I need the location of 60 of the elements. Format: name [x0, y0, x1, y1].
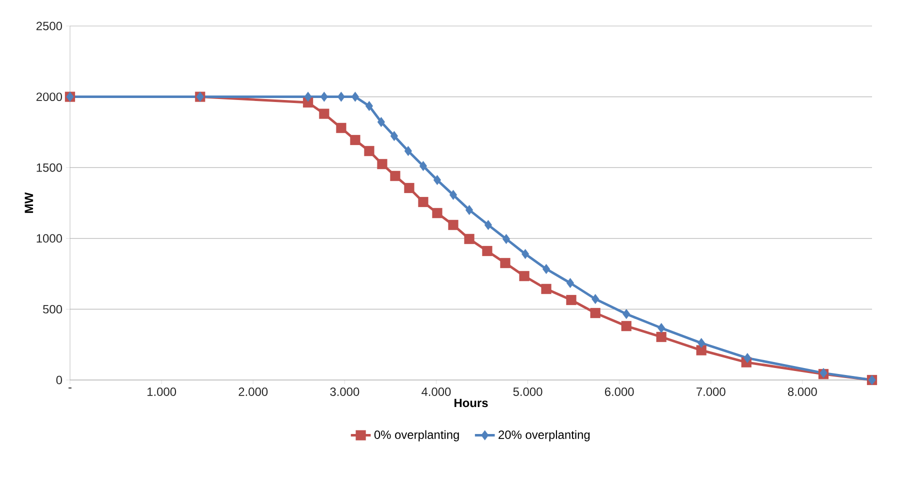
y-tick-label: 1500 — [36, 163, 62, 172]
y-axis-title: MW — [24, 192, 34, 213]
point — [432, 208, 442, 218]
point — [566, 294, 576, 306]
point — [484, 220, 492, 230]
point — [744, 352, 752, 364]
point — [590, 308, 600, 318]
x-axis-title: Hours — [454, 398, 488, 408]
point — [351, 92, 359, 102]
point — [448, 220, 458, 230]
point — [404, 146, 412, 156]
point — [377, 159, 388, 170]
x-tick-label: 8.000 — [788, 388, 817, 396]
y-tick-label: 500 — [43, 304, 62, 314]
legend-label: 0% overplanting — [374, 430, 459, 442]
point — [500, 258, 510, 268]
y-tick-label: 0 — [56, 376, 62, 384]
point — [319, 108, 330, 119]
point — [365, 100, 374, 112]
point — [566, 278, 574, 288]
point — [449, 190, 458, 200]
x-tick-label: 4.000 — [422, 388, 451, 396]
point — [337, 92, 345, 102]
point — [541, 284, 552, 294]
point — [464, 234, 474, 244]
point — [350, 134, 360, 146]
point — [502, 234, 510, 244]
x-tick-label: 1.000 — [148, 388, 176, 396]
point — [482, 246, 492, 256]
x-tick-label: 7.000 — [696, 388, 726, 396]
point — [656, 332, 666, 342]
y-tick-label: 1000 — [36, 234, 62, 243]
point — [364, 146, 374, 156]
point — [696, 345, 706, 356]
point — [542, 264, 550, 274]
x-tick-label: 3.000 — [330, 388, 360, 396]
point — [418, 196, 428, 208]
point — [521, 248, 530, 260]
y-tick-label: 2000 — [36, 92, 62, 102]
y-tick-label: 2500 — [36, 22, 62, 30]
point — [622, 308, 630, 320]
point — [465, 204, 474, 215]
point — [658, 322, 666, 334]
point — [390, 130, 398, 142]
x-tick-label: 6.000 — [604, 388, 634, 396]
legend-label: 20% overplanting — [498, 430, 590, 442]
point — [592, 294, 600, 304]
point — [698, 338, 706, 348]
x-tick-label: 5.000 — [513, 388, 542, 396]
point — [336, 122, 346, 134]
point — [377, 116, 385, 128]
point — [304, 92, 312, 102]
point — [390, 170, 400, 182]
point — [404, 182, 414, 194]
point — [320, 92, 328, 102]
point — [433, 175, 442, 186]
point — [519, 271, 530, 282]
point — [419, 160, 428, 172]
point — [621, 320, 632, 332]
x-tick-label: 2.000 — [238, 388, 268, 396]
